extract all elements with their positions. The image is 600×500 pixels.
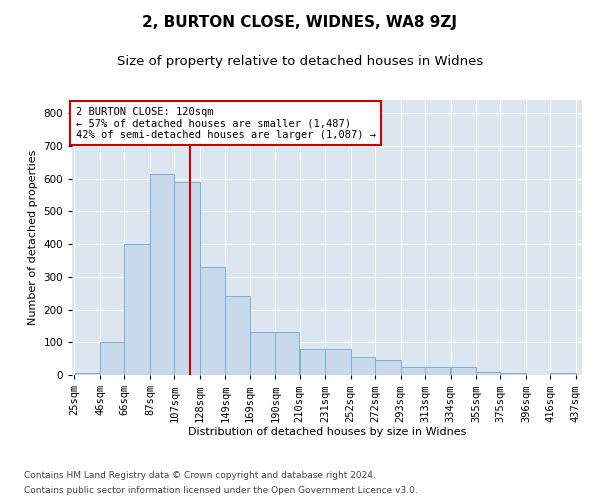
- Bar: [351, 357, 375, 375]
- Bar: [401, 367, 425, 375]
- Bar: [175, 182, 200, 375]
- Bar: [200, 267, 225, 375]
- Bar: [226, 296, 250, 375]
- Bar: [100, 342, 124, 375]
- X-axis label: Distribution of detached houses by size in Widnes: Distribution of detached houses by size …: [188, 427, 466, 437]
- Text: Size of property relative to detached houses in Widnes: Size of property relative to detached ho…: [117, 55, 483, 68]
- Bar: [425, 367, 451, 375]
- Bar: [500, 374, 526, 375]
- Bar: [550, 374, 576, 375]
- Text: 2, BURTON CLOSE, WIDNES, WA8 9ZJ: 2, BURTON CLOSE, WIDNES, WA8 9ZJ: [143, 15, 458, 30]
- Bar: [476, 372, 500, 375]
- Y-axis label: Number of detached properties: Number of detached properties: [28, 150, 38, 325]
- Bar: [451, 367, 476, 375]
- Bar: [124, 244, 150, 375]
- Bar: [325, 349, 350, 375]
- Bar: [275, 332, 299, 375]
- Bar: [250, 332, 275, 375]
- Bar: [150, 174, 174, 375]
- Bar: [74, 374, 100, 375]
- Text: Contains HM Land Registry data © Crown copyright and database right 2024.: Contains HM Land Registry data © Crown c…: [24, 471, 376, 480]
- Text: 2 BURTON CLOSE: 120sqm
← 57% of detached houses are smaller (1,487)
42% of semi-: 2 BURTON CLOSE: 120sqm ← 57% of detached…: [76, 106, 376, 140]
- Bar: [375, 360, 401, 375]
- Bar: [300, 349, 325, 375]
- Text: Contains public sector information licensed under the Open Government Licence v3: Contains public sector information licen…: [24, 486, 418, 495]
